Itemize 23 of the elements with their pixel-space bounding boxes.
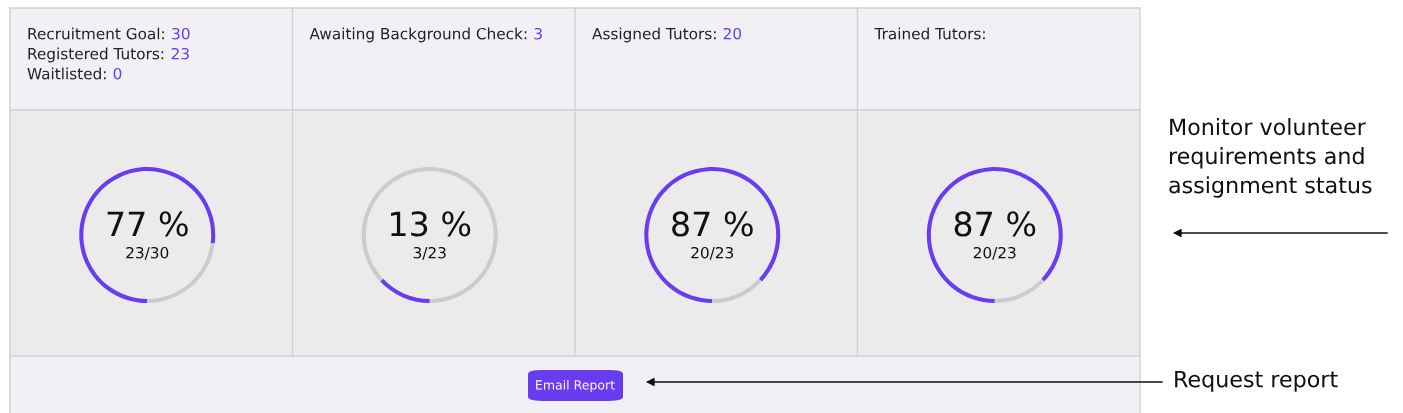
donut-slice [644,167,781,303]
text: 77 % [107,211,188,237]
text: 23/30 [126,246,169,260]
donut-slice [712,278,762,303]
donut-slice [361,167,498,303]
text: Registered Tutors: 23 Waitlisted: 0 [27,47,189,80]
chart-title: Trained Tutors: [874,27,985,40]
chart-title: Assigned Tutors: 20 [592,27,742,43]
text: 3/23 [413,246,446,260]
text: 20/23 [973,246,1016,260]
text: 87 % [672,211,753,237]
text: 13 % [391,211,471,237]
donut-slice [79,167,216,303]
donut-slice [994,278,1045,303]
donut-slice [926,167,1063,303]
text: Monitor volunteer requirements and assignment status [1169,118,1372,198]
donut-slice [380,278,430,303]
chart-title: Awaiting Background Check: 3 [309,27,542,43]
text: 87 % [954,211,1036,237]
text: 20/23 [691,246,734,260]
chart-title: Recruitment Goal: 30 [28,27,190,40]
text: Request report [1175,370,1338,392]
text: Email Report [536,379,615,393]
